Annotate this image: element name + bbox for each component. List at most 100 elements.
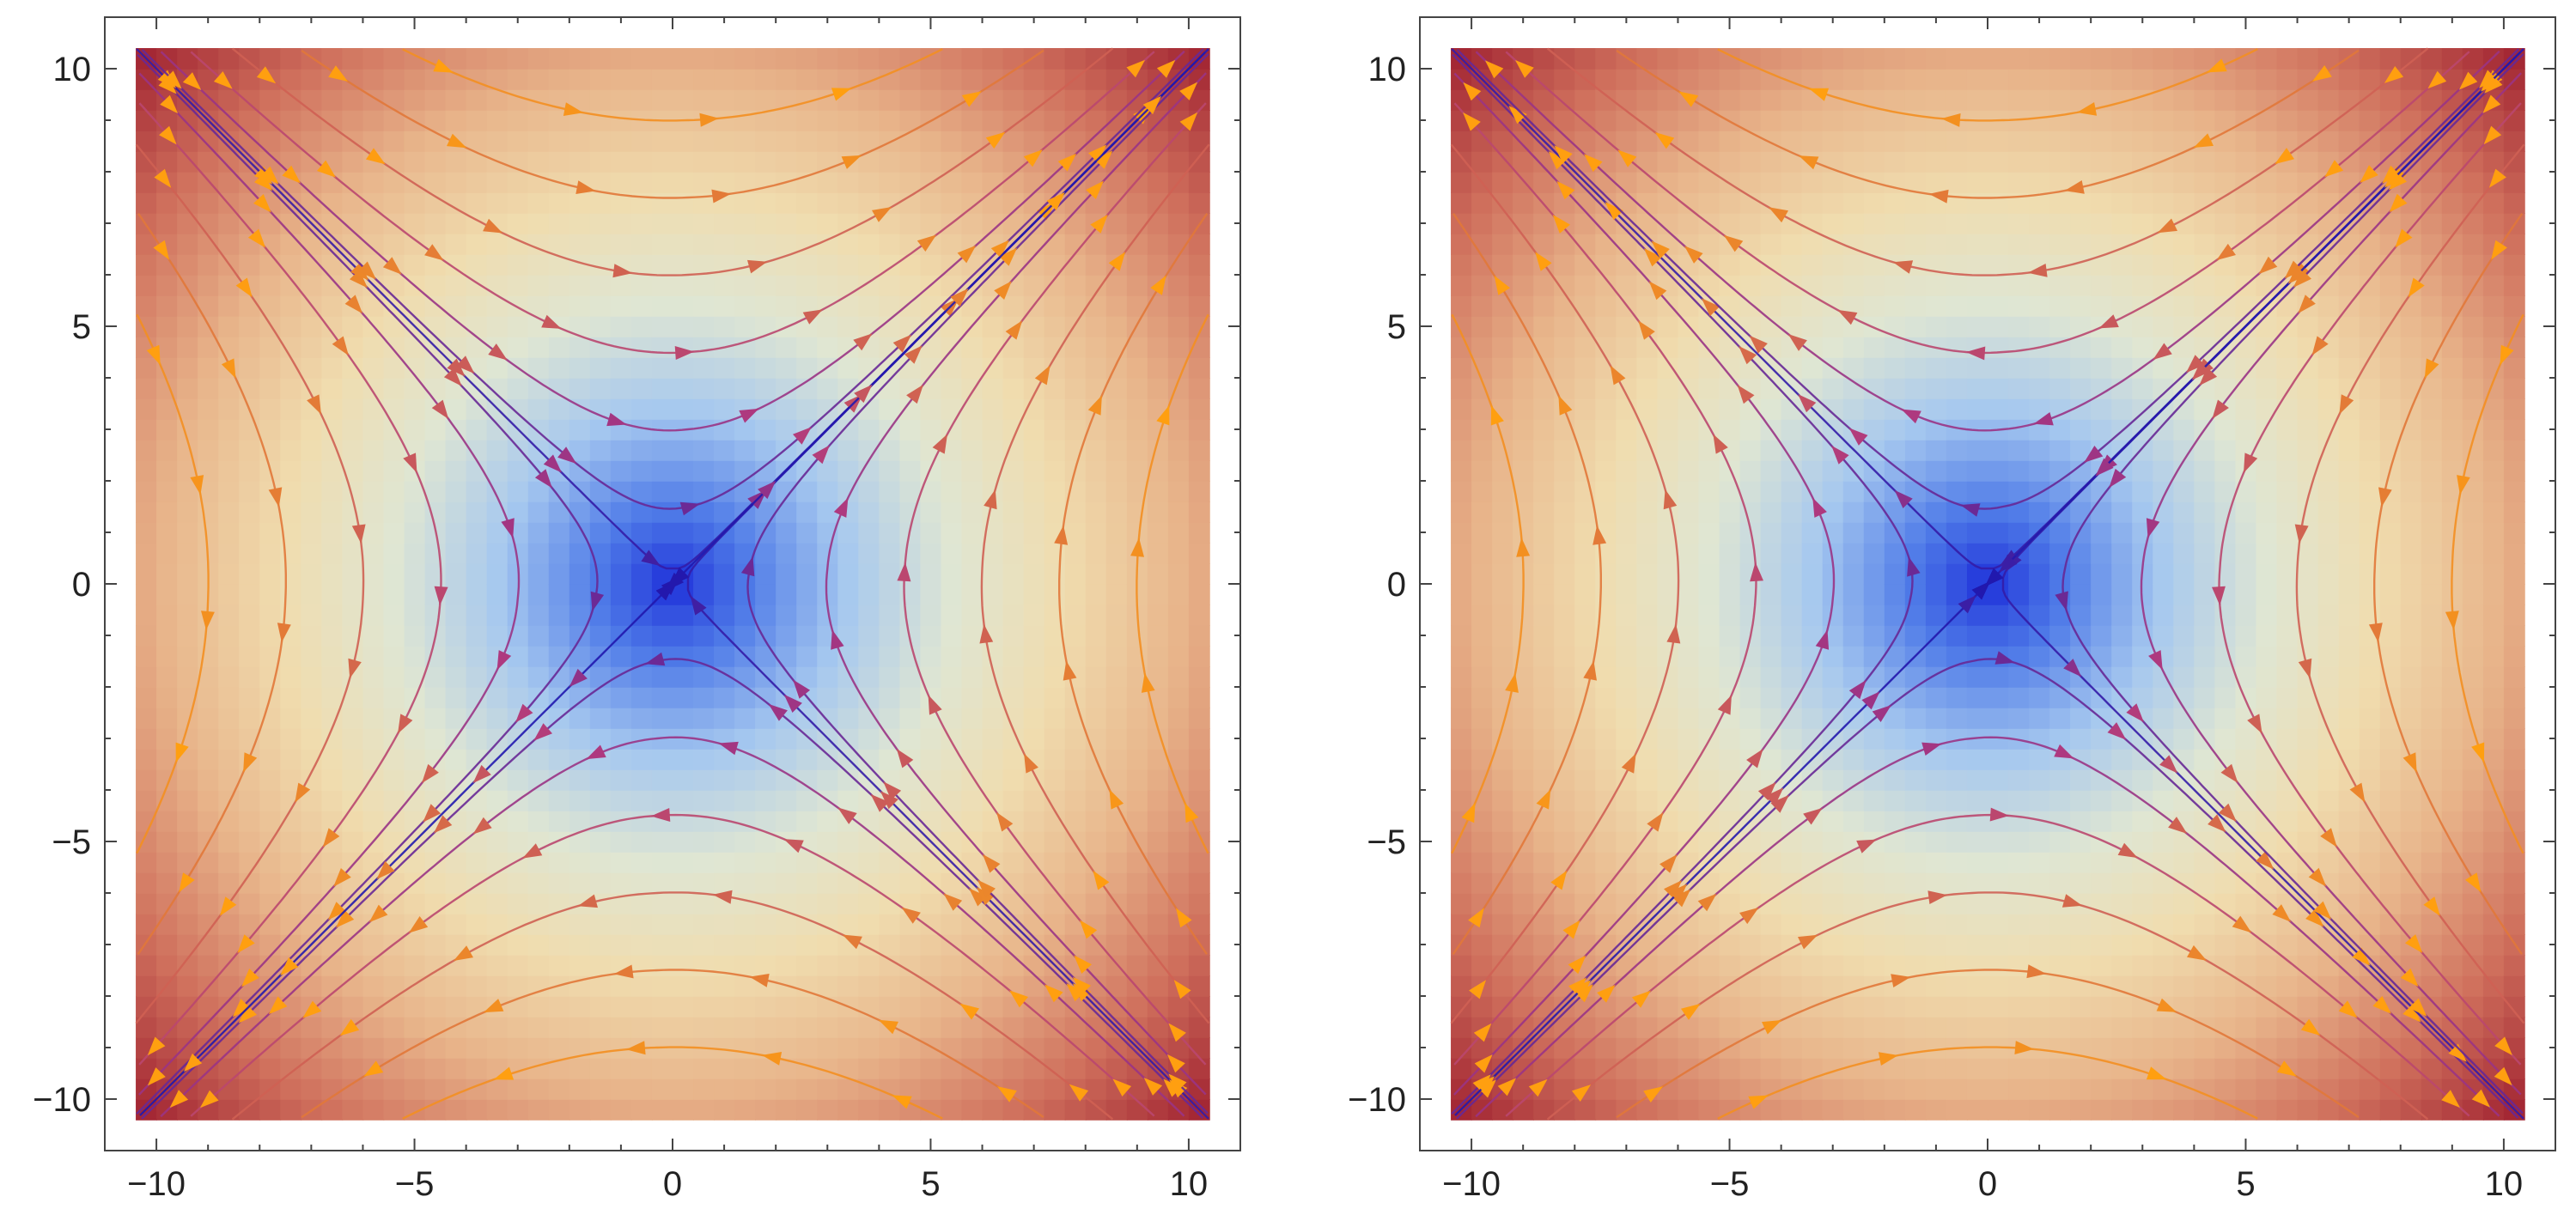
density-cell <box>445 543 467 564</box>
density-cell <box>673 460 694 482</box>
density-cell <box>1105 646 1128 667</box>
stream-arrow <box>1074 955 1092 974</box>
density-cell <box>1884 151 1906 173</box>
density-cell <box>734 522 756 544</box>
stream-arrow <box>612 264 633 278</box>
density-cell <box>466 522 488 544</box>
density-cell <box>1085 687 1107 708</box>
density-cell <box>1616 687 1638 708</box>
density-cell <box>1760 646 1782 667</box>
density-cell <box>424 543 447 564</box>
density-cell <box>1451 728 1472 750</box>
density-cell <box>466 337 488 358</box>
density-cell <box>734 625 756 647</box>
density-cell <box>961 687 984 708</box>
density-cell <box>156 460 178 482</box>
density-cell <box>1002 357 1025 379</box>
density-cell <box>755 337 776 358</box>
density-cell <box>466 192 488 214</box>
density-cell <box>858 1058 880 1079</box>
density-cell <box>1760 872 1782 894</box>
density-cell <box>1884 790 1906 811</box>
density-cell <box>404 1037 426 1059</box>
density-cell <box>755 872 776 894</box>
density-cell <box>1595 398 1617 420</box>
density-cell <box>1719 543 1741 564</box>
density-cell <box>1188 398 1210 420</box>
density-cell <box>548 625 570 647</box>
density-cell <box>1105 831 1128 853</box>
density-cell <box>1451 584 1472 605</box>
density-cell <box>1085 1099 1107 1121</box>
density-cell <box>1946 440 1968 461</box>
density-cell <box>507 172 529 193</box>
density-cell <box>1657 316 1679 337</box>
density-cell <box>899 996 922 1017</box>
density-cell <box>1842 543 1865 564</box>
density-cell <box>2091 831 2113 853</box>
density-cell <box>1801 440 1824 461</box>
density-cell <box>466 254 488 276</box>
density-cell <box>177 811 198 832</box>
density-cell <box>2029 872 2050 894</box>
density-cell <box>321 1017 344 1038</box>
density-cell <box>1471 872 1493 894</box>
density-cell <box>755 1017 776 1038</box>
density-cell <box>630 295 653 317</box>
density-cell <box>1884 1099 1906 1121</box>
density-cell <box>610 1078 632 1100</box>
density-cell <box>1574 398 1597 420</box>
density-cell <box>734 708 756 729</box>
density-cell <box>1904 378 1927 399</box>
density-cell <box>796 955 819 976</box>
density-cell <box>1044 790 1066 811</box>
density-cell <box>1105 914 1128 935</box>
density-cell <box>817 213 839 234</box>
density-cell <box>734 48 756 70</box>
density-cell <box>1925 584 1947 605</box>
density-cell <box>1023 563 1045 585</box>
density-cell <box>362 110 385 131</box>
density-cell <box>239 69 261 90</box>
density-cell <box>1822 1078 1844 1100</box>
density-cell <box>177 501 198 523</box>
density-cell <box>817 975 839 997</box>
density-cell <box>1002 337 1025 358</box>
density-cell <box>1801 646 1824 667</box>
density-cell <box>362 440 385 461</box>
density-cell <box>714 1037 735 1059</box>
density-cell <box>1966 749 1988 770</box>
density-cell <box>1188 522 1210 544</box>
density-cell <box>362 749 385 770</box>
density-cell <box>1842 357 1865 379</box>
density-cell <box>2091 69 2113 90</box>
density-cell <box>1167 852 1190 873</box>
density-cell <box>858 646 880 667</box>
density-cell <box>507 337 529 358</box>
density-cell <box>342 975 364 997</box>
density-cell <box>899 872 922 894</box>
density-cell <box>1925 378 1947 399</box>
density-cell <box>2029 914 2050 935</box>
density-cell <box>858 543 880 564</box>
streamline <box>301 969 1044 1119</box>
density-cell <box>776 749 798 770</box>
density-cell <box>1719 501 1741 523</box>
density-cell <box>1147 213 1169 234</box>
density-cell <box>1760 501 1782 523</box>
density-cell <box>693 563 715 585</box>
density-cell <box>1988 996 2009 1017</box>
density-cell <box>1002 460 1025 482</box>
density-cell <box>362 213 385 234</box>
density-cell <box>1925 357 1947 379</box>
density-cell <box>899 316 922 337</box>
density-cell <box>796 852 819 873</box>
density-cell <box>817 646 839 667</box>
density-cell <box>424 378 447 399</box>
density-cell <box>879 955 901 976</box>
density-cell <box>796 584 819 605</box>
density-cell <box>301 172 323 193</box>
density-cell <box>1678 708 1700 729</box>
density-cell <box>1064 646 1087 667</box>
